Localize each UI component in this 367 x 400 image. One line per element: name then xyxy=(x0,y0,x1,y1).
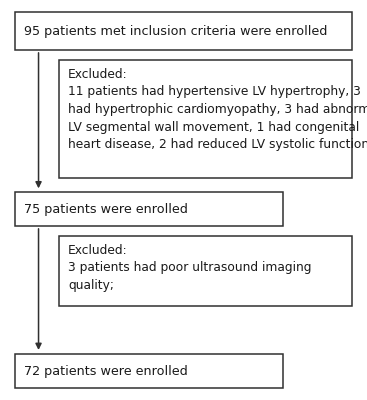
FancyBboxPatch shape xyxy=(15,354,283,388)
FancyBboxPatch shape xyxy=(15,12,352,50)
Text: 72 patients were enrolled: 72 patients were enrolled xyxy=(24,364,188,378)
FancyBboxPatch shape xyxy=(59,60,352,178)
FancyBboxPatch shape xyxy=(15,192,283,226)
Text: 75 patients were enrolled: 75 patients were enrolled xyxy=(24,202,188,216)
Text: 95 patients met inclusion criteria were enrolled: 95 patients met inclusion criteria were … xyxy=(24,24,327,38)
FancyBboxPatch shape xyxy=(59,236,352,306)
Text: Excluded:
11 patients had hypertensive LV hypertrophy, 3
had hypertrophic cardio: Excluded: 11 patients had hypertensive L… xyxy=(68,68,367,151)
Text: Excluded:
3 patients had poor ultrasound imaging
quality;: Excluded: 3 patients had poor ultrasound… xyxy=(68,244,311,292)
